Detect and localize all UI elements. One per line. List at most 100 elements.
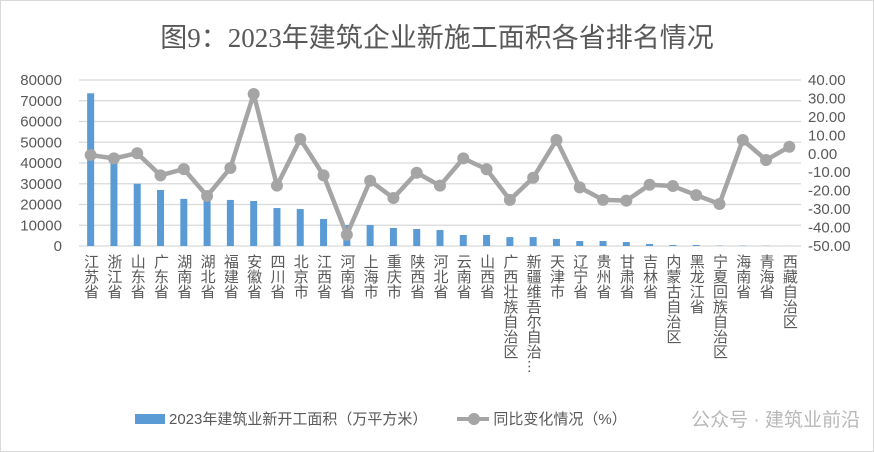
legend-bar-label: 2023年建筑业新开工面积（万平方米） (169, 411, 428, 428)
right-tick-label: -10.00 (808, 164, 851, 181)
line-point (503, 193, 516, 206)
bar (529, 237, 537, 246)
bar (226, 199, 234, 246)
category-label: 天津市 (548, 254, 565, 299)
bar (436, 230, 444, 246)
left-tick-label: 40000 (20, 155, 62, 172)
bar (413, 228, 421, 246)
line-point (550, 133, 563, 146)
bar (576, 241, 584, 246)
bar (87, 93, 95, 246)
category-label: 江西省 (315, 254, 332, 299)
line-point (154, 169, 167, 182)
line-point (317, 169, 330, 182)
line-point (620, 194, 633, 207)
line-point (340, 228, 353, 241)
bar (110, 158, 118, 246)
bar (180, 198, 188, 246)
category-label: 吉林省 (641, 254, 658, 299)
right-tick-label: 10.00 (808, 127, 846, 144)
bar (506, 237, 514, 246)
bar (692, 244, 700, 246)
right-tick-label: 40.00 (808, 72, 846, 89)
line-point (527, 171, 540, 184)
category-label: 黑龙江省 (688, 254, 705, 314)
bar (646, 243, 654, 246)
category-label: 重庆市 (385, 254, 402, 299)
line-point (434, 179, 446, 192)
bar (622, 242, 630, 246)
category-label: 青海省 (758, 254, 775, 299)
right-tick-label: 30.00 (808, 90, 846, 107)
category-label: 宁夏回族自治区 (711, 254, 728, 359)
bar (669, 244, 677, 246)
right-tick-label: 0.00 (808, 146, 837, 163)
bar (389, 227, 397, 246)
chart-title: 图9：2023年建筑企业新施工面积各省排名情况 (160, 23, 714, 53)
bar (552, 238, 560, 246)
bar (459, 235, 467, 246)
category-label: 陕西省 (408, 254, 425, 299)
legend-bar-swatch (135, 413, 165, 424)
left-tick-label: 10000 (20, 217, 62, 234)
right-tick-label: -20.00 (808, 183, 851, 200)
left-tick-label: 0 (54, 238, 62, 255)
line-point (690, 189, 703, 202)
line-point (760, 154, 773, 167)
category-label: 湖北省 (199, 254, 216, 299)
line-point (713, 197, 726, 210)
category-label: 河北省 (432, 254, 449, 299)
category-label: 西藏自治区 (781, 254, 798, 329)
line-point (294, 133, 307, 146)
bar (599, 241, 607, 246)
category-label: 河南省 (338, 254, 355, 299)
bar (157, 189, 165, 246)
right-tick-label: -40.00 (808, 220, 851, 237)
bar (250, 200, 258, 246)
line-point (457, 152, 470, 165)
line-point (84, 149, 97, 162)
line-series (90, 91, 791, 237)
line-point (177, 163, 190, 176)
legend-line-swatch (457, 412, 490, 425)
category-label: 湖南省 (175, 254, 192, 299)
line-point (643, 178, 656, 191)
line-point (247, 88, 260, 101)
bar (133, 183, 141, 246)
bar (296, 209, 304, 246)
line-point (783, 140, 796, 153)
bar (273, 208, 281, 246)
left-tick-label: 50000 (20, 134, 62, 151)
left-tick-label: 80000 (20, 72, 62, 89)
legend-line-label: 同比变化情况（%） (493, 411, 627, 428)
bar (320, 219, 328, 246)
category-label: 江苏省 (82, 254, 99, 299)
bar (483, 235, 491, 246)
line-point (201, 190, 214, 203)
category-label: 安徽省 (245, 254, 262, 299)
line-point (131, 147, 144, 160)
category-label: 新疆维吾尔自治… (525, 254, 542, 374)
legend: 2023年建筑业新开工面积（万平方米） 同比变化情况（%） (135, 408, 627, 429)
category-label: 海南省 (734, 254, 751, 299)
category-label: 山西省 (478, 254, 495, 299)
left-tick-label: 20000 (20, 197, 62, 214)
category-label: 贵州省 (595, 254, 612, 299)
line-point (387, 192, 400, 205)
line-point (270, 179, 283, 192)
left-tick-label: 30000 (20, 176, 62, 193)
category-label: 内蒙古自治区 (664, 254, 681, 344)
line-point (410, 166, 423, 179)
category-label: 辽宁省 (571, 254, 588, 299)
category-label: 云南省 (455, 254, 472, 299)
category-label: 甘肃省 (618, 254, 635, 299)
line-point (666, 180, 679, 193)
left-tick-label: 70000 (20, 93, 62, 110)
line-point (480, 163, 493, 176)
bar (366, 225, 374, 246)
category-label: 广东省 (152, 254, 169, 299)
left-tick-label: 60000 (20, 114, 62, 131)
category-label: 福建省 (222, 254, 239, 299)
category-label: 北京市 (292, 254, 309, 299)
